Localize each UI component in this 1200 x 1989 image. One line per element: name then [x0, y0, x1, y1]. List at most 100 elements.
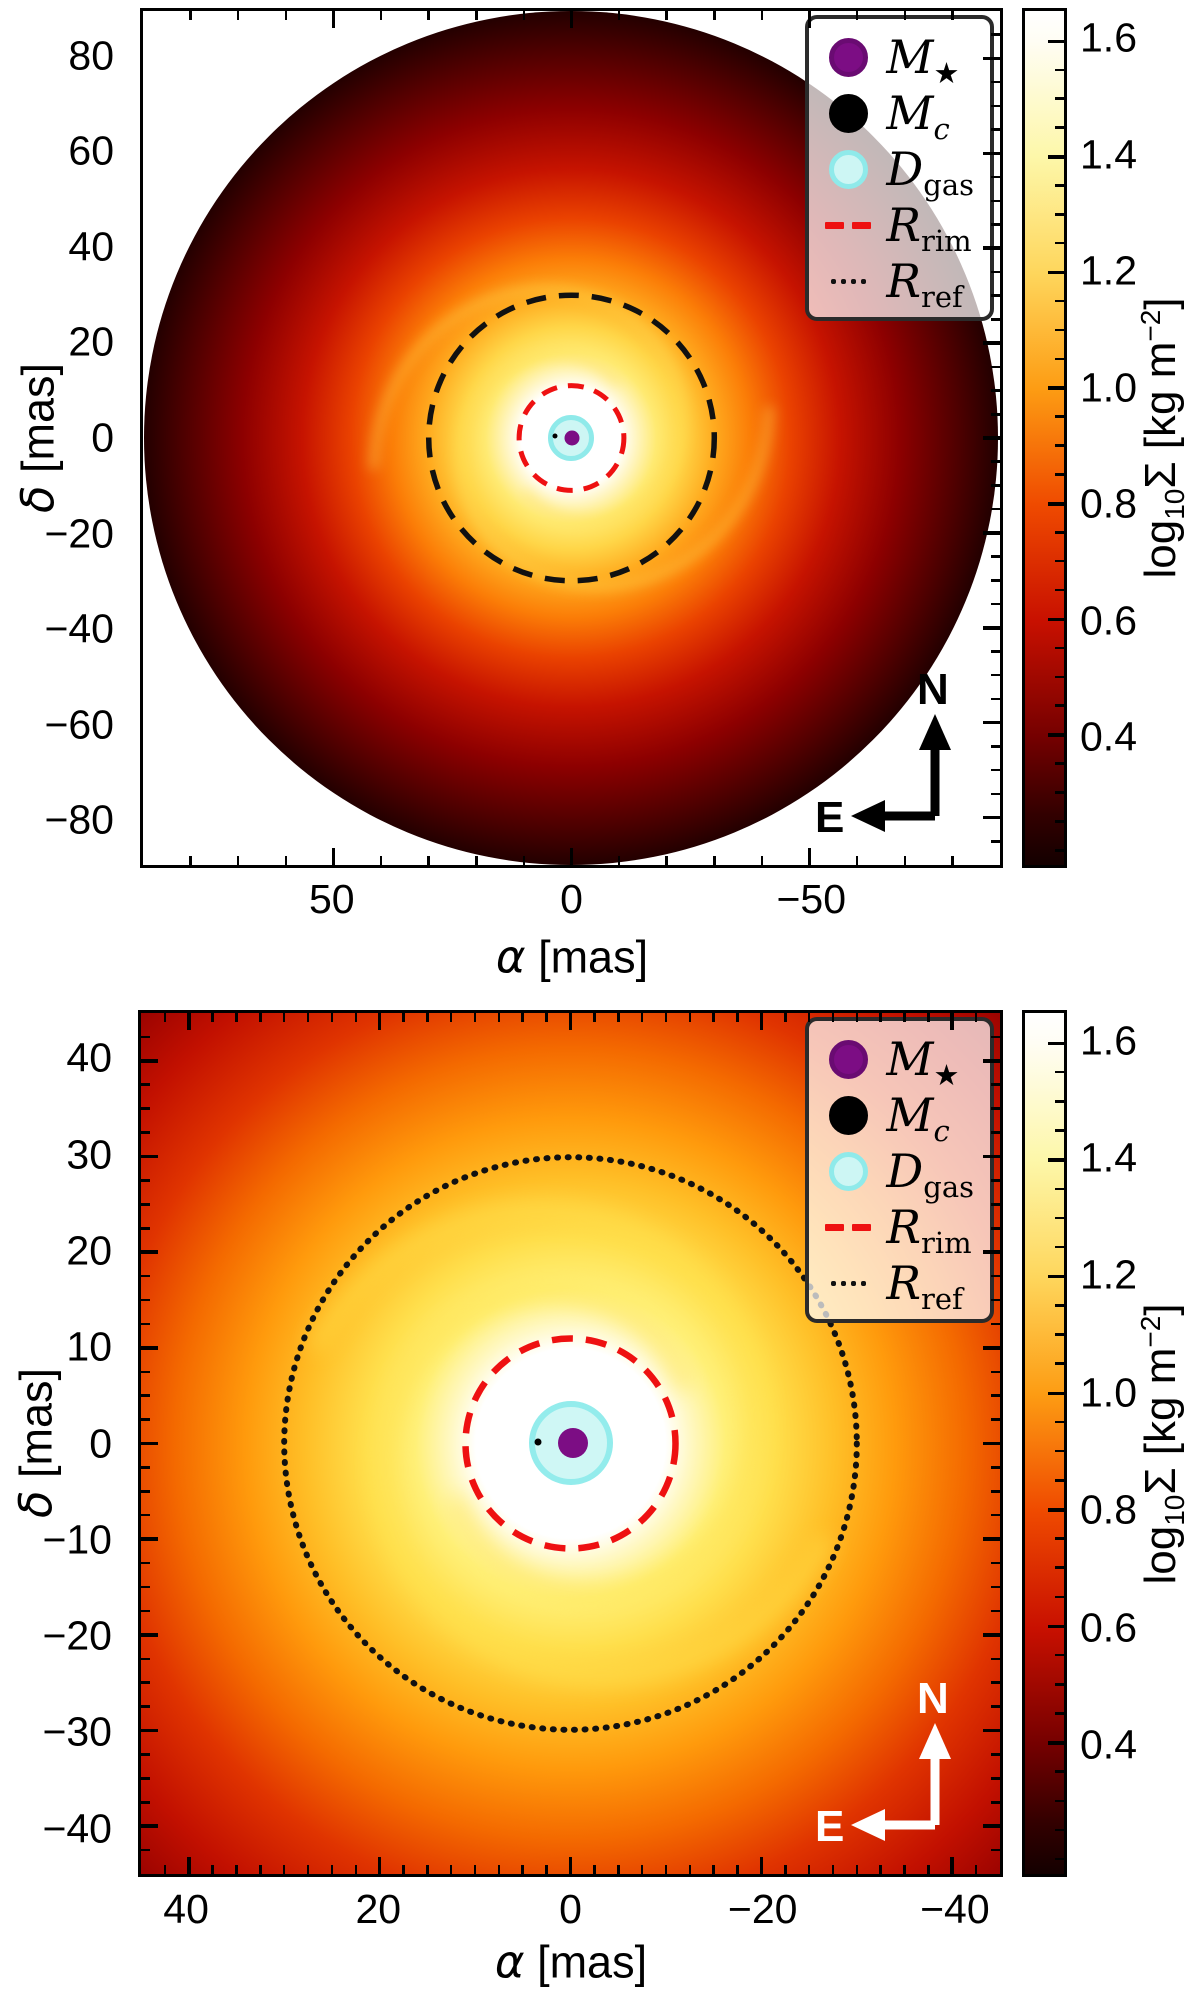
x-tick-label: −20: [727, 1886, 798, 1932]
spiral-arm: [373, 1283, 834, 1687]
x-tick-labels: 50 0 −50: [140, 876, 1003, 926]
colorbar: [1022, 1010, 1067, 1877]
legend-label: Rrim: [886, 1200, 972, 1260]
legend-item: M★: [823, 29, 974, 90]
companion-legend-icon: [823, 1095, 873, 1135]
r-rim-circle: [462, 1335, 679, 1552]
compass-north-east: N E: [815, 1675, 951, 1851]
compass-north-east: N E: [815, 666, 951, 842]
y-tick-label: −20: [44, 510, 114, 557]
companion-marker: [552, 433, 558, 439]
legend-box: M★ Mc Dgas Rrim Rref: [805, 1017, 994, 1323]
compass-east-label: E: [815, 793, 844, 842]
y-tick-label: 20: [66, 1227, 112, 1274]
y-tick-labels: 80 60 40 20 0 −20 −40 −60 −80: [0, 8, 128, 868]
legend-label: Dgas: [886, 142, 974, 202]
r-ref-circle: [425, 292, 718, 584]
dashed-line-legend-icon: [823, 221, 873, 229]
y-tick-label: 60: [68, 127, 114, 174]
star-legend-icon: [823, 37, 873, 77]
y-tick-label: 10: [66, 1323, 112, 1370]
overlay-circles-spirals: [281, 1154, 860, 1733]
legend-label: Mc: [886, 86, 950, 146]
colorbar-tick-label: 0.4: [1080, 713, 1137, 760]
y-tick-label: 40: [68, 223, 114, 270]
y-tick-label: 30: [66, 1131, 112, 1178]
legend-label: Rref: [886, 1256, 963, 1316]
legend-item: Rref: [823, 253, 974, 314]
colorbar-tick-label: 1.0: [1080, 1369, 1137, 1416]
lower-panel-plot: M★ Mc Dgas Rrim Rref N E: [138, 1010, 1003, 1877]
dashed-line-legend-icon: [823, 1223, 873, 1231]
legend-label: Mc: [886, 1088, 950, 1148]
y-tick-labels: 40 30 20 10 0 −10 −20 −30 −40: [0, 1010, 126, 1877]
colorbar-tick-label: 0.6: [1080, 1604, 1137, 1651]
colorbar-tick-label: 1.0: [1080, 364, 1137, 411]
companion-marker: [534, 1438, 542, 1446]
y-tick-label: 0: [89, 1420, 112, 1466]
x-tick-label: 0: [560, 876, 583, 922]
y-tick-label: −20: [42, 1612, 112, 1659]
r-ref-circle: [281, 1154, 860, 1733]
legend-label: M★: [886, 1032, 960, 1092]
x-tick-label: −50: [776, 876, 847, 922]
y-axis-title: δ [mas]: [9, 1367, 63, 1519]
legend-label: Dgas: [886, 1144, 974, 1204]
r-rim-circle: [516, 383, 627, 493]
colorbar-title: log10Σ [kg m−2]: [1135, 1303, 1190, 1585]
overlay-circles-spirals: [368, 284, 775, 592]
x-tick-label: 20: [355, 1886, 402, 1932]
x-tick-label: −40: [920, 1886, 990, 1932]
x-tick-label: 40: [163, 1886, 209, 1932]
compass-north-label: N: [917, 1675, 949, 1723]
legend-label: Rref: [886, 254, 963, 314]
colorbar-tick-labels: 1.6 1.4 1.2 1.0 0.8 0.6 0.4: [1080, 1010, 1190, 1877]
legend-item: Rref: [823, 1255, 974, 1316]
compass-east-label: E: [815, 1802, 844, 1851]
colorbar-tick-label: 1.4: [1080, 1134, 1137, 1181]
colorbar-tick-labels: 1.6 1.4 1.2 1.0 0.8 0.6 0.4: [1080, 8, 1190, 868]
y-tick-label: 40: [66, 1034, 112, 1081]
compass-north-label: N: [917, 666, 949, 714]
legend-item: Mc: [823, 85, 974, 146]
legend-label: Rrim: [886, 198, 972, 258]
star-legend-icon: [823, 1039, 873, 1079]
dotted-line-legend-icon: [823, 278, 873, 284]
gas-disk-legend-icon: [823, 149, 873, 189]
x-tick-label: 50: [308, 876, 355, 922]
star-marker: [558, 1428, 588, 1458]
colorbar-tick-label: 0.8: [1080, 1486, 1137, 1533]
y-tick-label: 20: [68, 318, 114, 365]
colorbar-tick-label: 0.8: [1080, 480, 1137, 527]
legend-item: Rrim: [823, 1199, 974, 1260]
colorbar-tick-label: 1.2: [1080, 247, 1137, 294]
y-tick-label: −10: [42, 1516, 112, 1563]
y-tick-label: −40: [42, 1805, 112, 1852]
star-marker: [564, 430, 580, 446]
colorbar-tick-label: 0.6: [1080, 597, 1137, 644]
legend-box: M★ Mc Dgas Rrim Rref: [805, 15, 994, 321]
upper-panel-plot: M★ Mc Dgas Rrim Rref N E: [140, 8, 1003, 868]
legend-item: Rrim: [823, 197, 974, 258]
compass-arrow: [919, 1723, 951, 1759]
y-tick-label: 0: [91, 414, 114, 461]
y-tick-label: −40: [44, 605, 114, 652]
colorbar-tick-label: 1.6: [1080, 1017, 1137, 1064]
y-tick-label: 80: [68, 32, 114, 79]
legend-item: Dgas: [823, 1143, 974, 1204]
compass-arrow: [919, 714, 951, 750]
compass-arrow: [851, 1809, 885, 1841]
y-tick-label: −80: [44, 796, 114, 843]
y-axis-title: δ [mas]: [11, 362, 65, 514]
gas-disk-legend-icon: [823, 1151, 873, 1191]
spiral-arm: [455, 350, 775, 592]
x-tick-label: 0: [559, 1886, 582, 1932]
colorbar-tick-label: 0.4: [1080, 1721, 1137, 1768]
x-axis-title: α [mas]: [495, 930, 649, 984]
colorbar-tick-label: 1.2: [1080, 1251, 1137, 1298]
companion-legend-icon: [823, 93, 873, 133]
colorbar-tick-label: 1.4: [1080, 131, 1137, 178]
legend-item: M★: [823, 1031, 974, 1092]
legend-label: M★: [886, 30, 960, 90]
spiral-arm: [307, 1200, 768, 1604]
